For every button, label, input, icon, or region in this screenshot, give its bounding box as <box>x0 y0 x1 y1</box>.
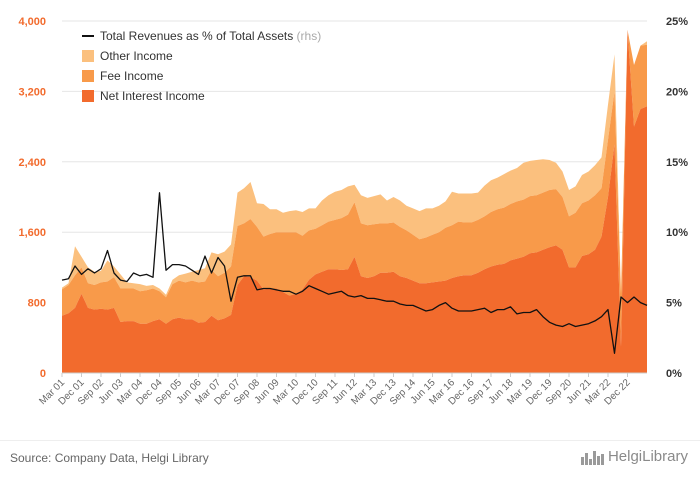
area-fee-income <box>62 29 647 347</box>
y-left-tick-label: 2,400 <box>18 157 46 169</box>
helgi-library-logo[interactable]: HelgiLibrary <box>580 448 688 465</box>
right-axis: 0% 5% 10% 15% 20% 25% <box>666 16 688 380</box>
footer-divider <box>0 440 700 441</box>
city-skyline-icon <box>580 449 604 465</box>
left-axis: 0 800 1,600 2,400 3,200 4,000 <box>18 16 46 380</box>
y-left-tick-label: 0 <box>40 368 46 380</box>
y-left-tick-label: 3,200 <box>18 86 46 98</box>
y-left-tick-label: 4,000 <box>18 16 46 28</box>
y-right-tick-label: 5% <box>666 298 682 310</box>
legend-label: Net Interest Income <box>100 89 205 103</box>
legend-label: Fee Income <box>100 69 164 83</box>
stacked-areas <box>62 29 647 374</box>
y-left-tick-label: 1,600 <box>18 227 46 239</box>
legend-label: Other Income <box>100 49 173 63</box>
ratio-line <box>61 192 648 354</box>
y-right-tick-label: 0% <box>666 368 682 380</box>
legend-swatch <box>82 90 94 102</box>
area-other-income <box>62 29 647 298</box>
area-net-interest-income <box>62 29 647 374</box>
legend-label: Total Revenues as % of Total Assets (rhs… <box>100 29 321 43</box>
y-right-tick-label: 20% <box>666 86 688 98</box>
legend-rhs-suffix: (rhs) <box>293 29 321 43</box>
y-right-tick-label: 10% <box>666 227 688 239</box>
legend: Total Revenues as % of Total Assets (rhs… <box>82 29 321 103</box>
logo-text: HelgiLibrary <box>607 448 688 465</box>
chart: 0 800 1,600 2,400 3,200 4,000 0% 5% 10% 15% 20% 25… <box>18 16 688 408</box>
legend-swatch <box>82 70 94 82</box>
source-note: Source: Company Data, Helgi Library <box>10 451 209 465</box>
legend-swatch <box>82 50 94 62</box>
y-right-tick-label: 25% <box>666 16 688 28</box>
y-right-tick-label: 15% <box>666 157 688 169</box>
y-left-tick-label: 800 <box>28 298 46 310</box>
line-total-revenues-pct-assets <box>61 192 648 354</box>
